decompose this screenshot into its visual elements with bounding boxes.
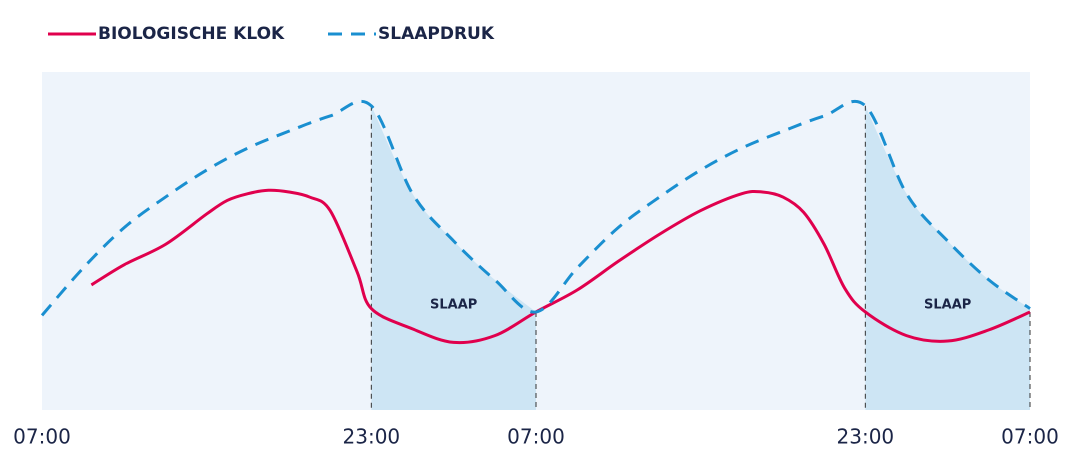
legend-label: BIOLOGISCHE KLOK	[98, 24, 285, 44]
x-tick-label: 07:00	[13, 425, 71, 449]
x-tick-label: 07:00	[507, 425, 565, 449]
sleep-area	[371, 105, 536, 411]
legend-label: SLAAPDRUK	[378, 24, 495, 44]
x-tick-label: 23:00	[837, 425, 895, 449]
sleep-label: SLAAP	[430, 298, 477, 313]
x-tick-label: 23:00	[343, 425, 401, 449]
sleep-label: SLAAP	[924, 298, 971, 313]
series-line	[40, 99, 1031, 317]
x-tick-label: 07:00	[1001, 425, 1059, 449]
sleep-area	[865, 105, 1030, 411]
